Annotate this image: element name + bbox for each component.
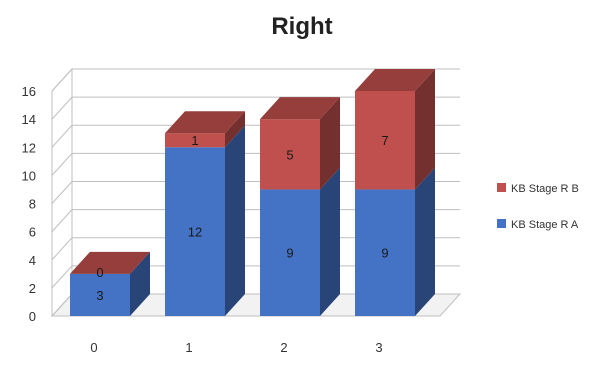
x-tick-label: 2 [280, 340, 287, 355]
bar-top-3 [355, 69, 435, 91]
bars [70, 69, 435, 316]
x-tick-label: 3 [375, 340, 382, 355]
legend-label: KB Stage R B [511, 183, 579, 195]
data-label: 9 [381, 246, 388, 261]
y-tick-label: 14 [22, 112, 36, 127]
x-tick-label: 1 [185, 340, 192, 355]
y-tick-label: 6 [29, 225, 36, 240]
legend-label: KB Stage R A [511, 219, 579, 231]
data-label: 12 [188, 225, 202, 240]
y-tick-label: 0 [29, 309, 36, 324]
bar-segment-1-1 [165, 111, 245, 148]
data-label: 0 [96, 265, 103, 280]
legend: KB Stage R B KB Stage R A [497, 183, 579, 231]
legend-swatch [497, 219, 506, 228]
bar-segment-3-0 [355, 167, 435, 316]
data-labels: 3 0 12 1 9 5 9 7 [96, 133, 388, 303]
bar-segment-1-0 [165, 125, 245, 316]
gridline-16 [51, 68, 460, 92]
data-label: 1 [191, 133, 198, 148]
bar-segment-3-1 [355, 69, 435, 190]
y-tick-label: 2 [29, 281, 36, 296]
legend-swatch [497, 183, 506, 192]
y-tick-label: 10 [22, 168, 36, 183]
y-tick-label: 4 [29, 253, 36, 268]
data-label: 9 [286, 246, 293, 261]
y-tick-label: 12 [22, 140, 36, 155]
x-tick-label: 0 [90, 340, 97, 355]
data-label: 5 [286, 147, 293, 162]
data-label: 3 [96, 288, 103, 303]
y-tick-label: 16 [22, 84, 36, 99]
bar-segment-2-0 [260, 167, 340, 316]
y-tick-label: 8 [29, 197, 36, 212]
bar-top-1 [165, 111, 245, 134]
data-label: 7 [381, 133, 388, 148]
bar-segment-2-1 [260, 97, 340, 190]
chart-title: Right [271, 13, 332, 40]
bar-segment-0-0 [70, 251, 150, 316]
x-axis-ticks: 0 1 2 3 [90, 340, 382, 355]
bar-top-0 [70, 251, 150, 274]
y-axis-ticks: 0 2 4 6 8 10 12 14 16 [22, 84, 36, 324]
bar-top-2 [260, 97, 340, 120]
